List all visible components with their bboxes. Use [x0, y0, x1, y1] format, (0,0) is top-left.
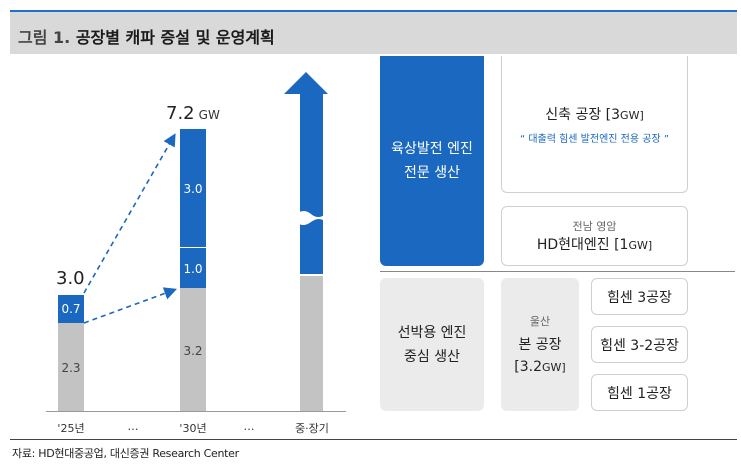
arrow-bottom-growth	[83, 287, 178, 324]
x-label-gap-2: …	[243, 420, 255, 433]
label-2030-added-2: 3.0	[183, 182, 203, 196]
label-2025-base: 2.3	[61, 361, 81, 375]
new-plant-capacity-unit: GW]	[620, 108, 644, 122]
figure-label: 그림 1.	[18, 28, 71, 47]
bar-2025-added	[58, 295, 84, 323]
long-term-arrow	[284, 72, 328, 411]
title-bar	[10, 12, 737, 54]
source-note: 자료: HD현대중공업, 대신증권 Research Center	[12, 447, 239, 460]
x-label-2025: '25년	[57, 422, 85, 435]
x-label-gap-1: …	[127, 420, 139, 433]
hd-engine-capacity-unit: GW]	[628, 239, 653, 252]
label-2025-added: 0.7	[61, 302, 81, 316]
onshore-engine-group: 육상발전 엔진 전문 생산	[380, 56, 484, 266]
total-2030: 7.2 GW	[166, 103, 220, 124]
label-2030-added-1: 1.0	[183, 262, 203, 276]
main-plant-capacity-unit: GW]	[542, 361, 566, 374]
marine-label-line1: 선박용 엔진	[397, 324, 467, 341]
new-plant-note: “ 대출력 힘센 발전엔진 전용 공장 ”	[519, 133, 670, 145]
hd-engine-box: 전남 영암 HD현대엔진 [1GW]	[501, 206, 688, 266]
sub-plant-2-label: 힘센 3-2공장	[600, 337, 679, 354]
total-2030-value: 7.2	[166, 103, 195, 124]
x-axis-line	[46, 411, 346, 412]
sub-plant-3: 힘센 1공장	[591, 374, 688, 411]
bar-2030-added-1	[180, 248, 206, 288]
x-label-2030: '30년	[179, 422, 207, 435]
total-2025: 3.0	[56, 268, 85, 289]
arrow-top-growth	[83, 133, 176, 294]
new-plant-name: 신축 공장	[545, 106, 602, 123]
hd-engine-capacity: [1	[614, 237, 629, 253]
marine-label-line2: 중심 생산	[404, 348, 460, 365]
hd-engine-title: HD현대엔진 [1GW]	[537, 234, 652, 254]
main-plant-capacity-value: [3.2	[514, 359, 543, 375]
onshore-label-line1: 육상발전 엔진	[391, 141, 473, 157]
marine-engine-group: 선박용 엔진 중심 생산	[380, 278, 484, 411]
total-2030-unit: GW	[198, 108, 220, 122]
figure-title: 그림 1. 공장별 캐파 증설 및 운영계획	[18, 24, 275, 48]
footer-rule	[10, 439, 737, 440]
sub-plant-3-label: 힘센 1공장	[607, 385, 672, 402]
new-plant-capacity: [3	[605, 106, 621, 123]
sub-plant-2: 힘센 3-2공장	[591, 326, 688, 363]
x-label-long-term: 중·장기	[295, 422, 329, 435]
bar-2030-divider	[180, 247, 206, 248]
bar-2030-added-2	[180, 129, 206, 247]
bar-2025-base	[58, 323, 84, 411]
new-plant-box: 신축 공장 [3GW] “ 대출력 힘센 발전엔진 전용 공장 ”	[501, 56, 688, 193]
sub-plant-1: 힘센 3공장	[591, 278, 688, 315]
title-top-rule	[10, 10, 737, 12]
hd-engine-location: 전남 영암	[572, 220, 617, 233]
hd-engine-name: HD현대엔진	[536, 237, 610, 253]
main-plant-location: 울산	[529, 315, 551, 328]
figure-title-text: 공장별 캐파 증설 및 운영계획	[75, 28, 275, 47]
group-separator	[380, 271, 735, 272]
label-2030-base: 3.2	[183, 344, 203, 358]
bar-2030-base	[180, 288, 206, 411]
main-plant-box: 울산 본 공장 [3.2GW]	[501, 278, 579, 411]
onshore-label-line2: 전문 생산	[404, 165, 460, 181]
main-plant-capacity: [3.2GW]	[514, 356, 565, 379]
new-plant-title: 신축 공장 [3GW]	[545, 104, 644, 124]
sub-plant-1-label: 힘센 3공장	[607, 289, 672, 306]
main-plant-name: 본 공장	[518, 337, 562, 353]
